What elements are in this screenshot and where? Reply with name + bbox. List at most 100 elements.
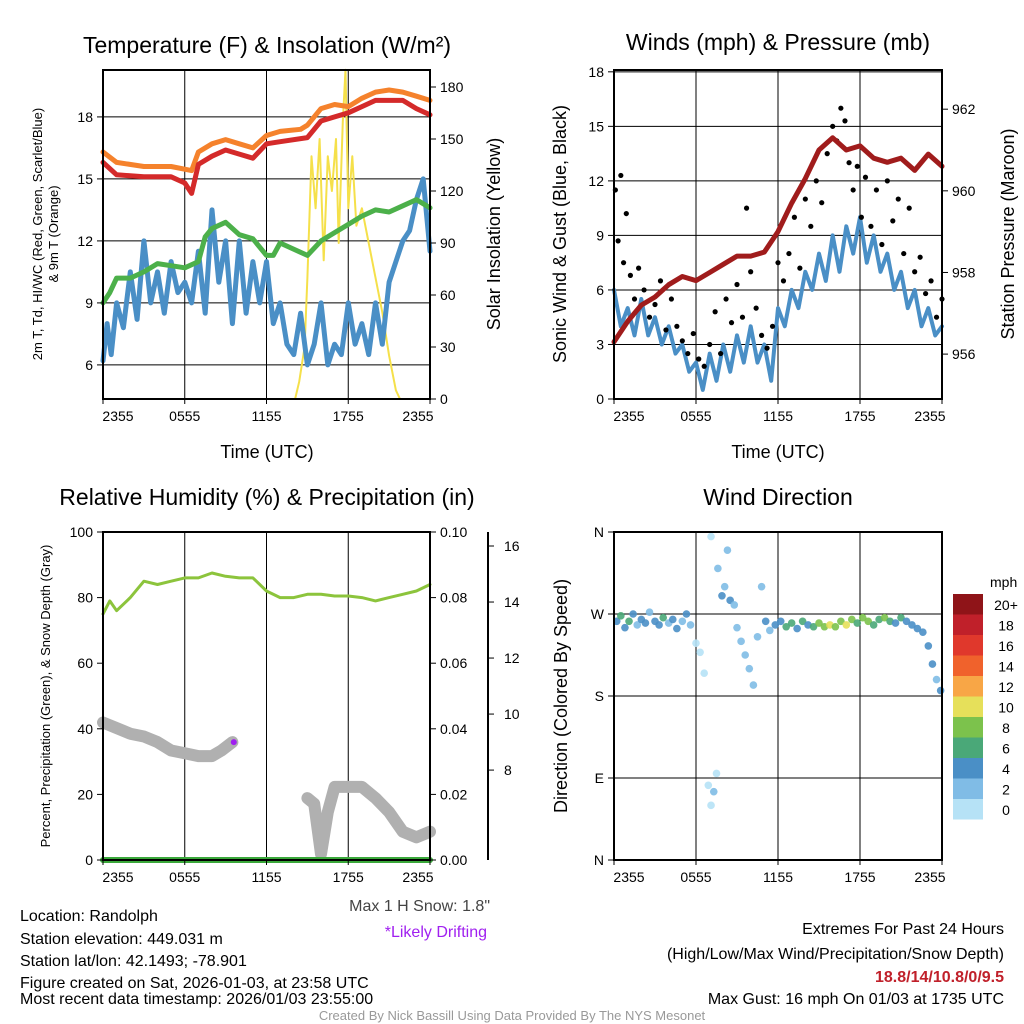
winds-point-gust [819,200,825,206]
rh-point-likely-drifting [230,739,237,746]
wind-direction-point [798,617,807,626]
winds-point-gust [618,172,624,179]
extremes-values: 18.8/14/10.8/0/9.5 [875,969,1004,986]
wind-direction-point [682,610,691,618]
winds-point-gust [850,187,856,193]
wind-direction-point [842,621,851,629]
wdir-x-tick-label: 2355 [613,869,644,885]
colorbar-swatch [953,778,983,799]
colorbar-swatch [953,799,983,820]
rh-y-tick-label-left: 100 [70,524,94,540]
wind-direction-point [932,675,941,684]
winds-point-gust [636,265,642,271]
wind-direction-point [700,669,708,678]
rh-y-tick-label-left: 60 [77,655,93,671]
winds-point-gust [674,323,680,329]
winds-y-tick-label-left: 15 [588,118,604,134]
wind-direction-point [723,546,732,555]
wind-direction-point [707,532,715,541]
rh-y-tick-label-right: 0.10 [440,524,467,540]
wind-direction-point [633,621,642,629]
wind-direction-point [617,612,625,620]
max-gust: Max Gust: 16 mph On 01/03 at 1735 UTC [708,991,1004,1008]
winds-y-tick-label-left: 9 [596,227,604,243]
rh-y-tick-label-left: 0 [85,852,93,868]
rh-y-tick-label-left: 20 [77,786,93,802]
winds-point-gust [615,238,621,244]
temp-series-2m-dewpoint [100,197,433,306]
winds-y-tick-label-left: 12 [588,173,604,189]
temp-y-tick-label-left: 12 [77,233,93,249]
winds-point-gust [728,320,735,326]
winds-point-gust [657,278,664,284]
wdir-y-tick-label-left: S [595,688,604,704]
wind-direction-point [659,613,667,622]
colorbar-swatch [953,614,983,635]
winds-point-gust [813,178,819,184]
temp-right-axis-label: Solar Insolation (Yellow) [484,138,504,330]
wind-direction-point [880,613,889,622]
rh-x-tick-label: 2355 [102,869,133,885]
extremes-subtitle: (High/Low/Max Wind/Precipitation/Snow De… [667,946,1004,963]
snow-axis-tick-label: 10 [504,706,520,722]
temp-y-tick-label-right: 0 [440,391,448,407]
temp-y-tick-label-right: 90 [440,235,456,251]
winds-point-gust [696,356,702,362]
winds-x-axis-label: Time (UTC) [731,442,824,462]
wind-direction-point [686,621,695,629]
wind-direction-point [793,624,801,633]
winds-point-gust [780,278,787,284]
colorbar-swatch [953,594,983,615]
wdir-x-tick-label: 2355 [914,869,945,885]
winds-point-gust [928,278,934,284]
winds-point-gust [895,196,901,202]
wind-direction-point [891,619,900,627]
likely-drifting-note: *Likely Drifting [385,924,487,941]
wind-direction-point [787,619,796,627]
winds-point-gust [764,345,770,351]
wind-direction-point [741,651,749,659]
wind-direction-point [709,787,718,796]
rh-y-tick-label-right: 0.08 [440,590,467,606]
temp-series-dewpoint-wind-chill [100,176,433,368]
colorbar-swatch [953,655,983,676]
temp-x-axis-label: Time (UTC) [220,442,313,462]
winds-x-tick-label: 1155 [763,408,793,424]
wdir-y-tick-label-left: N [594,524,604,540]
extremes-title: Extremes For Past 24 Hours [802,921,1004,938]
wind-direction-point [766,626,774,635]
winds-point-gust [679,338,685,344]
wind-direction-point [837,617,845,626]
colorbar-label: 2 [1002,782,1010,798]
winds-point-gust [890,218,896,224]
colorbar-label: 14 [998,659,1014,675]
wind-direction-point [831,622,840,631]
snow-axis-tick-label: 16 [504,538,520,554]
wind-direction-point [696,648,704,657]
winds-point-gust [723,296,729,302]
wdir-x-tick-label: 1755 [844,869,875,885]
colorbar-swatch [953,758,983,779]
station-location: Location: Randolph [20,908,158,925]
wind-direction-point [902,617,911,626]
wind-direction-point [776,617,785,626]
winds-point-gust [668,296,675,302]
winds-x-tick-label: 2355 [613,408,644,424]
winds-point-gust [824,151,830,157]
colorbar-label: 16 [998,638,1014,654]
temp-x-tick-label: 2355 [402,408,433,424]
wind-direction-point [864,617,872,626]
max-snow-note: Max 1 H Snow: 1.8" [349,898,490,915]
colorbar-label: 18 [998,618,1014,634]
wind-direction-point [919,628,927,637]
wind-direction-point [809,622,818,631]
winds-point-gust [933,314,940,320]
winds-point-gust [652,301,658,308]
wind-direction-point [730,601,739,609]
temp-x-tick-label: 1755 [333,408,364,424]
colorbar-label: 8 [1002,720,1010,736]
winds-point-gust [743,205,750,211]
wdir-left-axis-label: Direction (Colored By Speed) [551,579,571,813]
wind-direction-point [625,617,633,626]
rh-x-tick-label: 0555 [169,869,200,885]
